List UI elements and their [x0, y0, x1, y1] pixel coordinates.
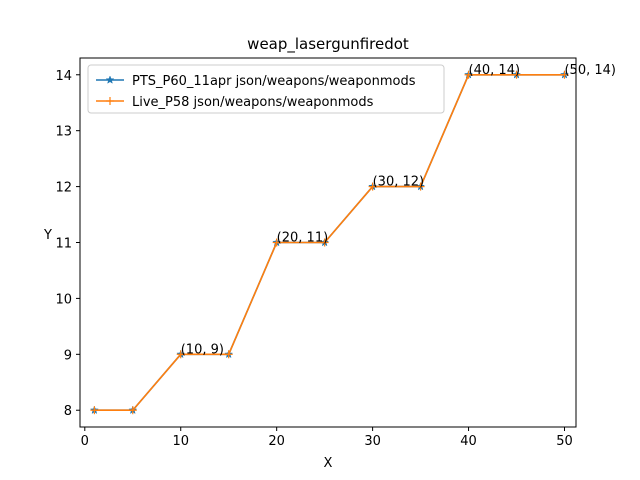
y-axis-label: Y [43, 228, 52, 243]
y-tick-label: 12 [55, 181, 72, 196]
data-point [368, 182, 377, 191]
point-annotation: (40, 14) [469, 63, 521, 78]
x-tick-label: 10 [172, 434, 189, 449]
x-axis-label: X [324, 456, 333, 471]
annotations: (10, 9) (20, 11) (30, 12) (40, 14) (50, 14) [181, 63, 616, 358]
data-point [560, 70, 569, 79]
chart-title: weap_lasergunfiredot [247, 35, 409, 54]
legend-label: PTS_P60_11apr json/weapons/weaponmods [132, 74, 416, 89]
x-tick-label: 30 [364, 434, 381, 449]
x-tick-label: 20 [268, 434, 285, 449]
legend-marker [106, 97, 114, 105]
legend-box [87, 64, 445, 114]
data-point [272, 238, 281, 247]
data-point [464, 70, 473, 79]
y-tick-label: 9 [64, 348, 72, 363]
data-point [512, 70, 521, 79]
y-tick-label: 8 [64, 404, 72, 419]
legend: PTS_P60_11apr json/weapons/weaponmods Liv… [87, 64, 445, 114]
legend-marker [105, 75, 115, 84]
legend-entry: Live_P58 json/weapons/weaponmods [96, 95, 374, 110]
data-point [176, 350, 185, 359]
series-1 [90, 70, 569, 415]
data-point [224, 350, 233, 359]
point-annotation: (30, 12) [373, 175, 425, 190]
data-point [128, 406, 137, 415]
point-annotation: (10, 9) [181, 342, 224, 357]
axis-ticks: 0 10 20 30 40 50 8 9 10 11 12 13 14 [55, 69, 572, 449]
point-annotation: (20, 11) [277, 231, 329, 246]
series-lines [89, 70, 569, 415]
data-point [320, 238, 329, 247]
data-point [416, 182, 425, 191]
y-tick-label: 11 [55, 237, 72, 252]
legend-entry: PTS_P60_11apr json/weapons/weaponmods [96, 74, 416, 89]
point-annotation: (50, 14) [564, 63, 616, 78]
x-tick-label: 50 [556, 434, 573, 449]
y-tick-label: 13 [55, 125, 72, 140]
x-tick-label: 0 [81, 434, 89, 449]
legend-label: Live_P58 json/weapons/weaponmods [132, 95, 374, 110]
x-tick-label: 40 [460, 434, 477, 449]
data-point [90, 406, 99, 415]
y-tick-label: 14 [55, 69, 72, 84]
y-tick-label: 10 [55, 292, 72, 307]
